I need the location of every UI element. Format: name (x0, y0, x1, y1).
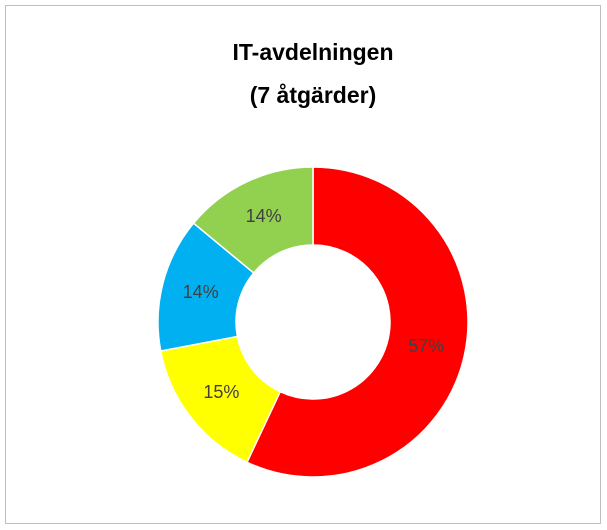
donut-slice (246, 166, 469, 478)
data-label: 15% (203, 382, 239, 402)
donut-slice (159, 335, 282, 464)
donut-slice (192, 166, 314, 274)
chart-title: (7 åtgärder) (250, 82, 377, 108)
chart-title: IT-avdelningen (232, 39, 393, 65)
data-label: 57% (408, 336, 444, 356)
data-label: 14% (246, 206, 282, 226)
data-label: 14% (183, 282, 219, 302)
